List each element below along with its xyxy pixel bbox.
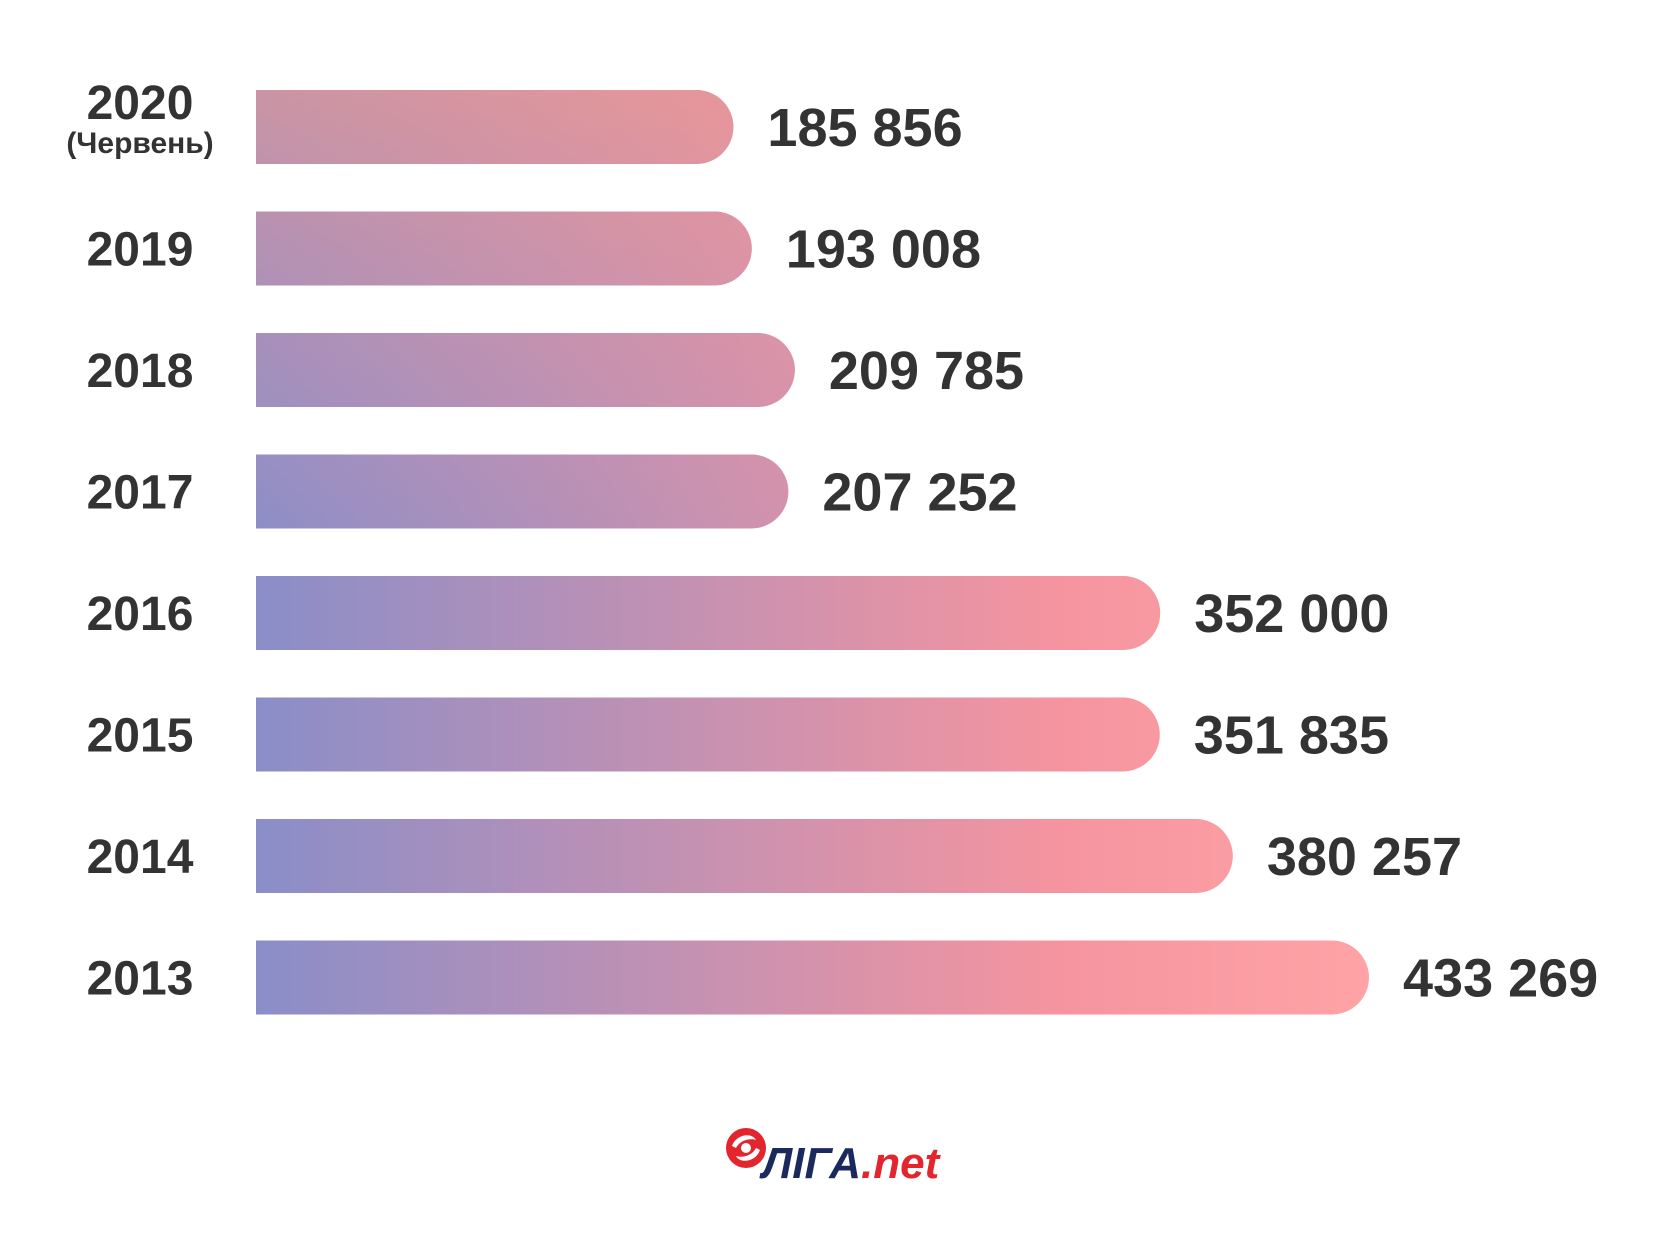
value-label-2020: 185 856 xyxy=(767,98,962,158)
logo-brand: ЛІГА xyxy=(759,1139,861,1188)
category-label-2017: 2017 xyxy=(87,467,194,520)
category-label-2020: 2020 xyxy=(87,77,194,130)
value-label-2014: 380 257 xyxy=(1267,827,1462,887)
logo-brand-text: ЛІГА.net xyxy=(759,1139,942,1188)
category-label-2013: 2013 xyxy=(87,953,194,1006)
category-label-2019: 2019 xyxy=(87,224,194,277)
value-label-2017: 207 252 xyxy=(822,463,1017,523)
value-label-2016: 352 000 xyxy=(1194,584,1389,644)
category-label-2014: 2014 xyxy=(87,831,194,884)
value-label-2013: 433 269 xyxy=(1403,949,1598,1009)
bar-chart: 2020(Червень) 185 856 2019 193 008 2018 209 7… xyxy=(66,77,1598,1015)
bar-shade-2018 xyxy=(256,333,795,407)
logo-suffix: .net xyxy=(861,1139,942,1188)
value-label-2019: 193 008 xyxy=(786,220,981,280)
value-label-2018: 209 785 xyxy=(829,341,1024,401)
bar-shade-2020 xyxy=(256,90,734,164)
category-label-2018: 2018 xyxy=(87,345,194,398)
bar-shade-2015 xyxy=(256,697,1160,772)
liga-net-logo: ЛІГА.net xyxy=(726,1128,942,1188)
bar-shade-2014 xyxy=(256,819,1233,893)
bar-shade-2017 xyxy=(256,454,789,529)
bar-shade-2013 xyxy=(256,940,1369,1015)
category-label-2015: 2015 xyxy=(87,710,194,763)
value-label-2015: 351 835 xyxy=(1194,706,1389,766)
liga-swirl-icon xyxy=(726,1128,766,1168)
category-label-2016: 2016 xyxy=(87,588,194,641)
bar-shade-2016 xyxy=(256,576,1161,650)
bar-shade-2019 xyxy=(256,211,752,286)
category-note-2020: (Червень) xyxy=(66,127,213,160)
